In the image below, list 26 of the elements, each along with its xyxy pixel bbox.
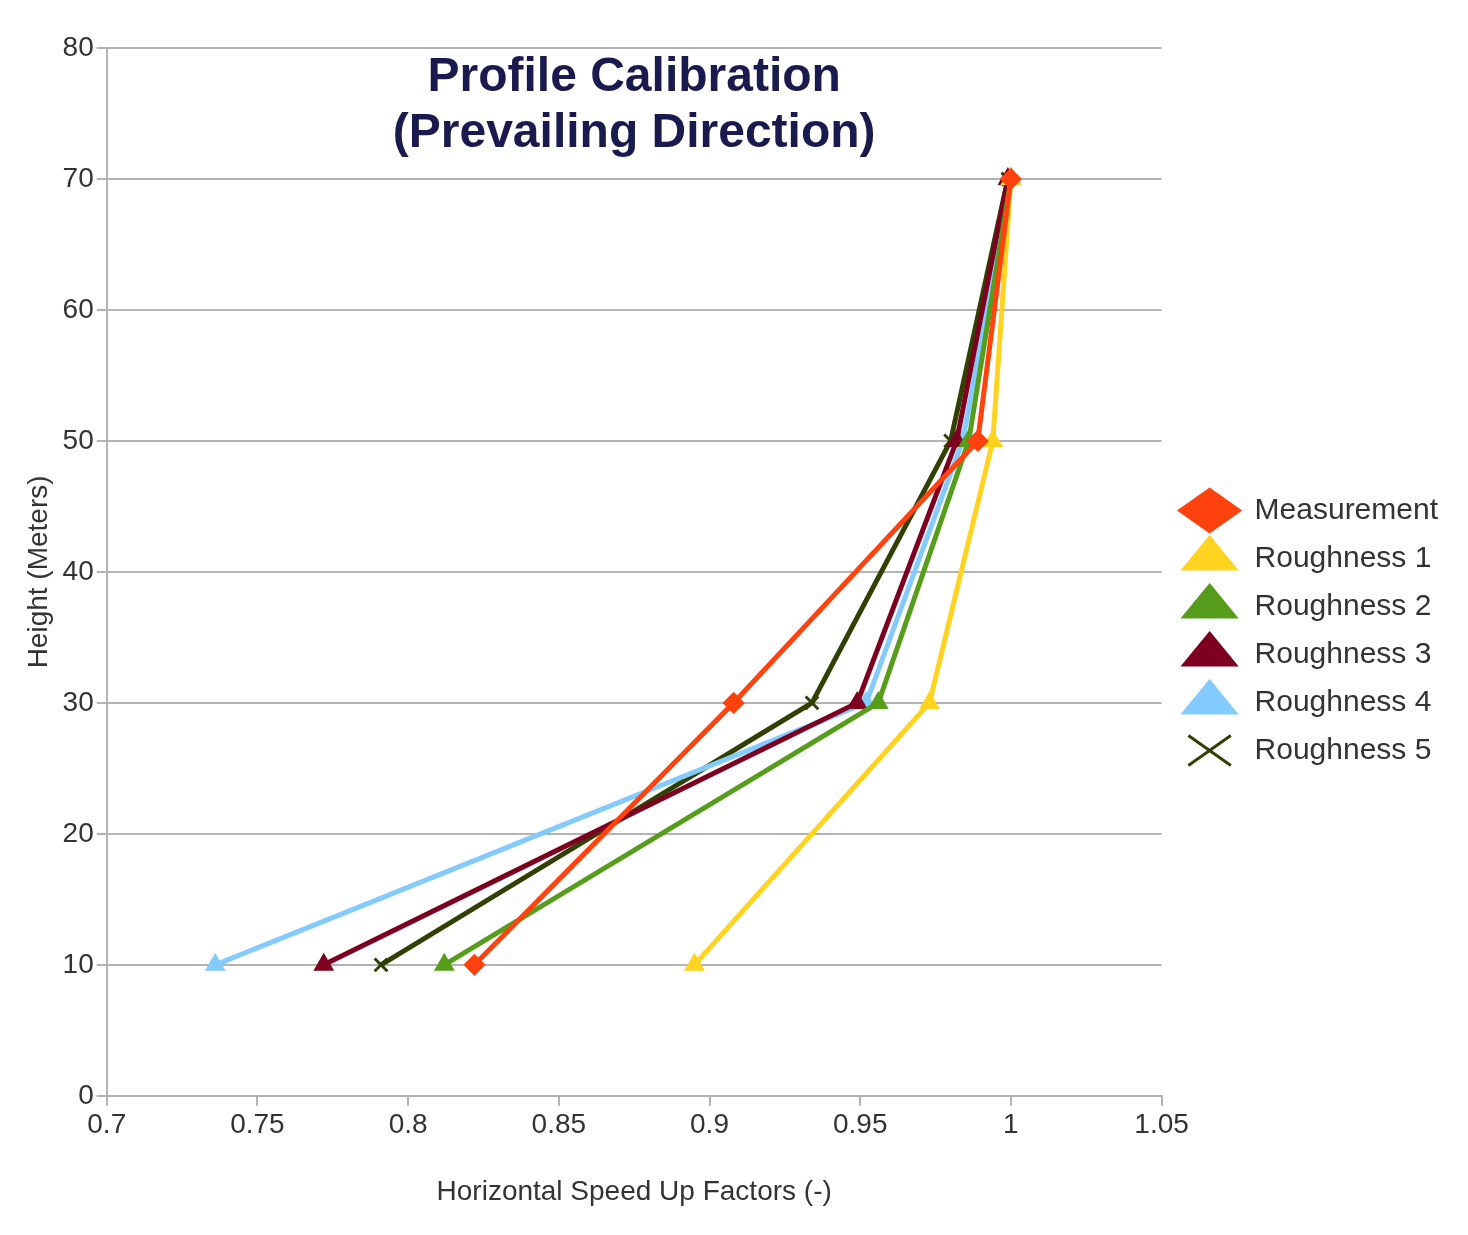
legend-label: Roughness 1	[1254, 539, 1432, 573]
legend-label: Roughness 3	[1254, 635, 1432, 669]
x-tick-label: 0.9	[690, 1108, 729, 1140]
x-tick-label: 1.05	[1134, 1108, 1189, 1140]
legend-label: Measurement	[1254, 491, 1439, 525]
y-tick-label: 70	[62, 161, 94, 193]
x-tick-label: 1	[1003, 1108, 1019, 1140]
y-tick-label: 50	[62, 423, 94, 455]
x-tick-label: 0.7	[87, 1108, 127, 1140]
x-tick-label: 0.8	[388, 1108, 428, 1140]
y-tick-label: 80	[62, 30, 94, 62]
y-tick-label: 20	[62, 816, 94, 848]
text: Profile Calibration (Prevailing Direction)	[392, 48, 876, 158]
x-tick-label: 0.85	[531, 1108, 587, 1140]
legend-label: Roughness 4	[1254, 683, 1432, 717]
y-tick-label: 30	[62, 685, 94, 717]
y-tick-label: 40	[62, 554, 94, 586]
x-tick-label: 0.95	[832, 1108, 888, 1140]
y-tick-label: 0	[78, 1078, 94, 1110]
x-tick-label: 0.75	[230, 1108, 285, 1140]
x-axis-title: Horizontal Speed Up Factors (-)	[436, 1174, 832, 1206]
y-tick-label: 10	[62, 947, 94, 979]
y-tick-label: 60	[62, 292, 94, 324]
legend-label: Roughness 5	[1254, 731, 1432, 765]
legend-label: Roughness 2	[1254, 587, 1432, 621]
y-axis-title: Height (Meters)	[21, 475, 53, 669]
